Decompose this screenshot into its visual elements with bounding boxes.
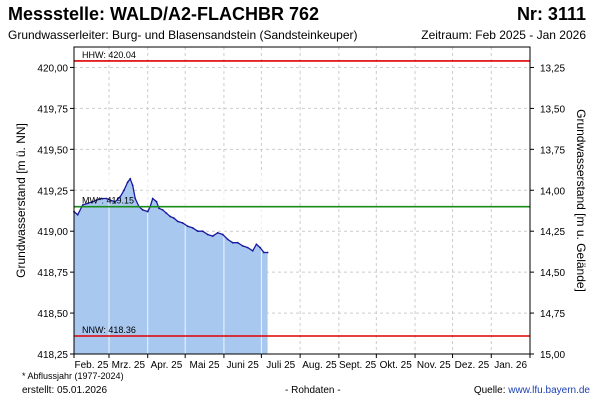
x-tick-label: Nov. 25 xyxy=(417,360,451,371)
series-area xyxy=(74,178,268,354)
data-point xyxy=(181,222,184,224)
y-tick-label: 419,00 xyxy=(37,227,68,238)
y-tick-label-right: 14,75 xyxy=(540,309,565,320)
raw-data-label: - Rohdaten - xyxy=(285,385,341,396)
data-point xyxy=(231,241,234,244)
reference-line-label: NNW: 418.36 xyxy=(82,325,136,335)
data-point xyxy=(95,199,98,202)
data-point xyxy=(114,200,117,203)
data-point xyxy=(251,249,254,252)
reference-line-label: MW*: 419.15 xyxy=(82,196,134,206)
data-point xyxy=(151,197,154,200)
data-point xyxy=(165,212,168,215)
data-point xyxy=(226,238,229,241)
created-date: erstellt: 05.01.2026 xyxy=(22,385,108,396)
data-point xyxy=(91,200,94,203)
data-point xyxy=(216,231,219,234)
x-tick-label: Sept. 25 xyxy=(339,360,377,371)
data-point xyxy=(129,177,132,180)
data-point xyxy=(158,207,160,210)
data-point xyxy=(255,243,258,246)
source-link[interactable]: www.lfu.bayern.de xyxy=(508,385,590,396)
data-point xyxy=(259,246,261,249)
x-tick-label: Dez. 25 xyxy=(455,360,490,371)
data-point xyxy=(141,209,144,211)
data-point xyxy=(196,230,199,233)
data-point xyxy=(119,195,122,198)
data-point xyxy=(134,197,137,200)
footnote: * Abflussjahr (1977-2024) xyxy=(22,371,124,381)
data-point xyxy=(146,210,149,213)
data-point xyxy=(109,199,112,202)
x-tick-label: Okt. 25 xyxy=(380,360,413,371)
y-tick-label: 418,50 xyxy=(37,309,68,320)
y-tick-label: 419,25 xyxy=(37,186,68,197)
data-point xyxy=(126,181,129,184)
y-tick-label: 418,25 xyxy=(37,350,68,361)
y-tick-label-right: 13,25 xyxy=(540,63,565,74)
data-point xyxy=(86,202,89,205)
data-point xyxy=(206,233,209,236)
plot-frame xyxy=(73,46,531,355)
x-tick-label: Jan. 26 xyxy=(494,360,527,371)
data-point xyxy=(246,246,249,249)
y-tick-label-right: 15,00 xyxy=(540,350,565,361)
data-point xyxy=(176,220,179,223)
data-point xyxy=(191,227,194,229)
x-tick-label: Mrz. 25 xyxy=(112,360,146,371)
page-title: Messstelle: WALD/A2-FLACHBR 762 xyxy=(8,4,320,24)
data-point xyxy=(100,197,103,200)
y-tick-label: 420,00 xyxy=(37,63,68,74)
y-tick-label-right: 14,50 xyxy=(540,268,565,279)
data-point xyxy=(161,209,164,211)
data-point xyxy=(186,225,189,228)
data-point xyxy=(169,215,172,218)
data-point xyxy=(173,217,175,220)
data-point xyxy=(76,213,79,216)
data-point xyxy=(221,233,224,236)
y-tick-label: 418,75 xyxy=(37,268,68,279)
data-point xyxy=(236,241,239,244)
source-label: Quelle: xyxy=(473,385,509,396)
x-tick-label: Feb. 25 xyxy=(75,360,109,371)
data-point xyxy=(201,230,204,233)
y-tick-label-right: 14,00 xyxy=(540,186,565,197)
reference-line-label: HHW: 420.04 xyxy=(82,50,136,60)
x-tick-label: Juli 25 xyxy=(266,360,295,371)
x-tick-label: Aug. 25 xyxy=(302,360,337,371)
data-point xyxy=(131,184,134,187)
data-point xyxy=(155,200,158,203)
y-tick-label-right: 14,25 xyxy=(540,227,565,238)
x-tick-label: Mai 25 xyxy=(190,360,220,371)
period-label: Zeitraum: Feb 2025 - Jan 2026 xyxy=(421,28,586,42)
y-tick-label-right: 13,75 xyxy=(540,145,565,156)
data-point xyxy=(105,197,108,200)
aquifer-label: Grundwasserleiter: Burg- und Blasensands… xyxy=(8,28,358,42)
data-point xyxy=(263,251,265,254)
y-tick-label: 419,75 xyxy=(37,104,68,115)
data-point xyxy=(241,245,244,247)
x-tick-label: Apr. 25 xyxy=(151,360,183,371)
data-point xyxy=(81,204,84,206)
data-point xyxy=(266,251,269,254)
data-point xyxy=(123,189,125,192)
y-tick-label: 419,50 xyxy=(37,145,68,156)
data-point xyxy=(211,235,214,238)
station-number: Nr: 3111 xyxy=(516,4,586,24)
y-tick-label-right: 13,50 xyxy=(540,104,565,115)
y-axis-label-right: Grundwasserstand [m u. Gelände] xyxy=(574,109,588,292)
x-tick-label: Juni 25 xyxy=(227,360,260,371)
y-axis-label: Grundwasserstand [m ü. NN] xyxy=(14,123,28,278)
source: Quelle: www.lfu.bayern.de xyxy=(474,385,590,396)
